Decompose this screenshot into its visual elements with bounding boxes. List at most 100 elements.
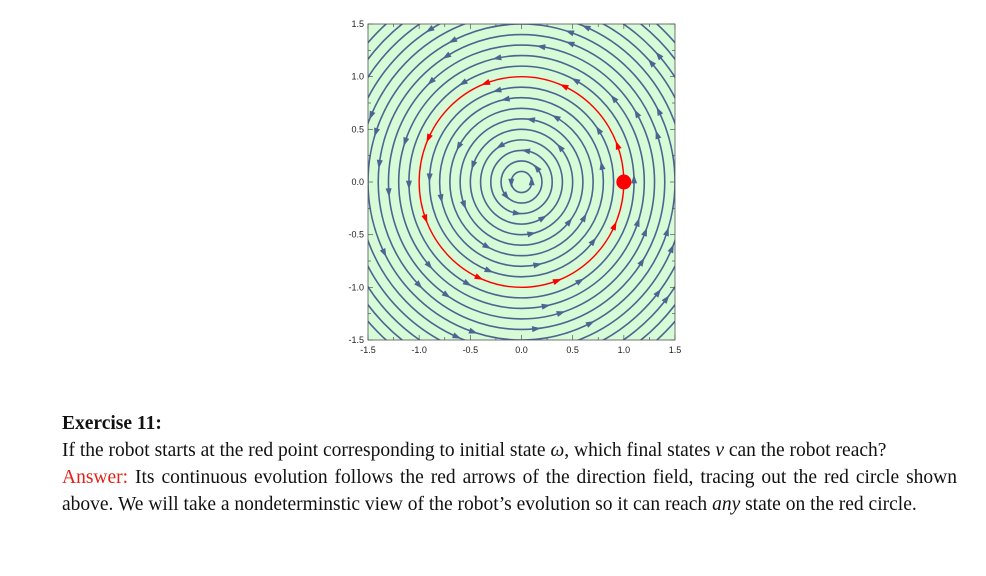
streamline (449, 107, 594, 257)
streamline-arrow (526, 117, 536, 124)
streamline-arrow (521, 148, 531, 155)
streamline-arrow (376, 159, 383, 169)
streamline-arrow (595, 125, 604, 135)
streamlines-group (368, 24, 675, 340)
streamline-arrow (500, 95, 511, 102)
exercise-title: Exercise 11: (62, 413, 162, 434)
x-tick-label: 1.0 (618, 345, 631, 355)
streamline-arrow (631, 174, 638, 184)
red-arrow (610, 221, 617, 231)
streamline (490, 149, 554, 215)
x-tick-label: -1.0 (411, 345, 427, 355)
y-tick-label: -1.0 (348, 282, 364, 292)
streamline-arrow (536, 44, 546, 51)
streamline-arrow (656, 106, 664, 117)
streamline-arrow (637, 257, 645, 267)
streamline-arrow (581, 25, 592, 32)
streamline-arrow (575, 278, 585, 286)
streamline-arrow (462, 279, 472, 287)
x-tick-label: 0.0 (515, 345, 528, 355)
streamline-arrow (414, 280, 423, 289)
streamline-arrow (441, 290, 451, 298)
exercise-answer: Answer: Its continuous evolution follows… (62, 464, 957, 518)
answer-emphasis-any: any (712, 494, 741, 515)
streamline-arrow (667, 244, 674, 254)
streamline-arrow (564, 217, 573, 227)
y-tick-label: 0.5 (351, 124, 364, 134)
streamline-arrow (556, 143, 565, 153)
highlight-group (418, 75, 632, 289)
streamline-arrow (456, 141, 464, 151)
exercise-question: If the robot starts at the red point cor… (62, 437, 957, 464)
streamline (428, 86, 615, 278)
x-tick-label: 1.5 (669, 345, 682, 355)
streamline-arrow (526, 231, 537, 238)
streamline-arrow (610, 94, 619, 104)
streamline-arrow (460, 200, 466, 210)
red-arrow (615, 140, 622, 151)
y-tick-label: 1.5 (351, 19, 364, 29)
streamline-arrow (528, 176, 535, 186)
streamline-arrow (565, 41, 575, 48)
streamline-arrow (663, 227, 669, 237)
y-tick-label: -0.5 (348, 230, 364, 240)
streamline-arrow (585, 321, 595, 328)
exercise-block: Exercise 11: If the robot starts at the … (62, 410, 957, 518)
x-tick-label: -0.5 (463, 345, 479, 355)
streamline (500, 160, 543, 204)
streamline-arrow (496, 141, 506, 149)
question-text-3: can the robot reach? (724, 440, 887, 461)
streamline-arrow (653, 288, 662, 298)
streamline-arrow (427, 76, 436, 85)
streamline-arrow (641, 227, 648, 237)
streamline-arrow (588, 237, 597, 247)
streamline-arrow (551, 114, 561, 123)
streamline-arrow (599, 160, 606, 171)
streamline (469, 128, 574, 236)
streamline-arrow (451, 332, 462, 339)
streamline-arrow (437, 193, 444, 204)
red-arrow (474, 273, 484, 280)
red-arrow (426, 133, 433, 143)
answer-text-1: Its continuous evolution follows the red… (62, 467, 957, 515)
streamline-arrow (647, 58, 657, 68)
streamline-arrow (655, 130, 662, 140)
y-tick-label: -1.5 (348, 335, 364, 345)
streamline-arrow (533, 164, 542, 173)
streamline-arrow (556, 311, 566, 317)
streamline-arrow (405, 180, 412, 190)
x-tick-label: 0.5 (566, 345, 579, 355)
streamline-arrow (374, 127, 380, 137)
streamline-arrow (537, 215, 547, 223)
question-text-2: , which final states (564, 440, 716, 461)
red-arrow (559, 84, 569, 91)
streamline-arrow (634, 109, 642, 119)
streamline-arrow (369, 110, 376, 120)
answer-label: Answer: (62, 467, 129, 488)
streamline-arrow (532, 262, 543, 269)
streamline-arrow (571, 77, 581, 85)
streamline (387, 44, 656, 320)
red-arrow (552, 279, 562, 285)
streamline-arrow (385, 188, 392, 198)
streamline-arrow (508, 178, 515, 188)
red-arrow (481, 79, 491, 85)
streamline-arrow (448, 36, 458, 43)
streamline-arrow (512, 209, 522, 216)
streamline-arrow (531, 326, 541, 333)
streamline-arrow (661, 295, 670, 304)
streamline-arrow (655, 51, 664, 61)
streamline-arrow (425, 25, 435, 33)
answer-text-2: state on the red circle. (740, 494, 917, 515)
streamline (479, 139, 564, 225)
streamline-arrow (501, 191, 510, 200)
streamplot-figure: -1.5 -1.0 -0.5 0.0 0.5 1.0 1.5 1.5 1.0 0.5 0.0 -0.5… (320, 10, 700, 360)
streamline-arrow (565, 30, 575, 37)
streamline (438, 96, 605, 268)
streamline-arrow (492, 54, 502, 61)
streamline-arrow (471, 160, 478, 170)
streamline-arrow (633, 217, 640, 228)
y-tick-label: 0.0 (351, 177, 364, 187)
streamline-arrow (482, 241, 492, 250)
streamline-arrow (424, 260, 433, 270)
